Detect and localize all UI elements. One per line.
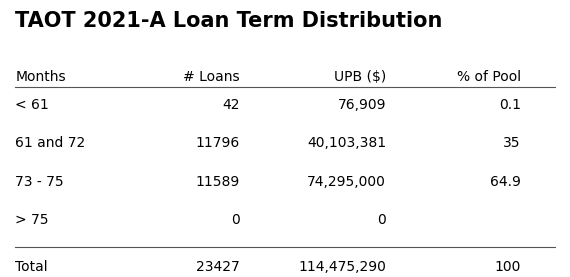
Text: Months: Months: [15, 70, 66, 84]
Text: 64.9: 64.9: [490, 175, 521, 189]
Text: 114,475,290: 114,475,290: [298, 260, 386, 274]
Text: # Loans: # Loans: [184, 70, 240, 84]
Text: 61 and 72: 61 and 72: [15, 136, 86, 150]
Text: 0: 0: [377, 213, 386, 227]
Text: 40,103,381: 40,103,381: [307, 136, 386, 150]
Text: < 61: < 61: [15, 98, 49, 112]
Text: 11796: 11796: [196, 136, 240, 150]
Text: 0: 0: [231, 213, 240, 227]
Text: % of Pool: % of Pool: [457, 70, 521, 84]
Text: UPB ($): UPB ($): [334, 70, 386, 84]
Text: Total: Total: [15, 260, 48, 274]
Text: 11589: 11589: [196, 175, 240, 189]
Text: 76,909: 76,909: [337, 98, 386, 112]
Text: TAOT 2021-A Loan Term Distribution: TAOT 2021-A Loan Term Distribution: [15, 11, 443, 31]
Text: 74,295,000: 74,295,000: [307, 175, 386, 189]
Text: 100: 100: [495, 260, 521, 274]
Text: 0.1: 0.1: [499, 98, 521, 112]
Text: 73 - 75: 73 - 75: [15, 175, 64, 189]
Text: 35: 35: [503, 136, 521, 150]
Text: 23427: 23427: [196, 260, 240, 274]
Text: > 75: > 75: [15, 213, 49, 227]
Text: 42: 42: [222, 98, 240, 112]
